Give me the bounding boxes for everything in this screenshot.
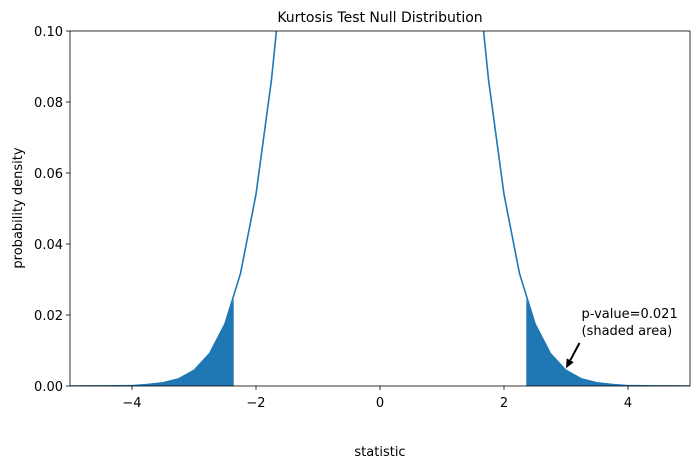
- x-tick-label: 4: [624, 396, 632, 411]
- x-tick-label: 0: [376, 396, 384, 411]
- annotation-arrowhead: [566, 358, 574, 369]
- x-tick-label: 2: [500, 396, 508, 411]
- y-tick-label: 0.04: [34, 238, 63, 253]
- annotation-text: (shaded area): [582, 324, 673, 339]
- shaded-area: [526, 298, 690, 386]
- shaded-area: [70, 298, 234, 386]
- y-tick-label: 0.00: [34, 380, 63, 395]
- y-axis-label: probability density: [11, 147, 26, 268]
- y-tick-label: 0.10: [34, 25, 63, 40]
- annotation-arrow: [569, 342, 581, 361]
- y-tick-label: 0.02: [34, 309, 63, 324]
- y-tick-label: 0.06: [34, 167, 63, 182]
- annotation-text: p-value=0.021: [582, 307, 678, 322]
- x-axis-label: statistic: [354, 445, 405, 460]
- chart-title: Kurtosis Test Null Distribution: [277, 10, 482, 26]
- x-tick-label: −2: [246, 396, 265, 411]
- pdf-line: [70, 31, 690, 386]
- y-tick-label: 0.08: [34, 96, 63, 111]
- x-tick-label: −4: [122, 396, 141, 411]
